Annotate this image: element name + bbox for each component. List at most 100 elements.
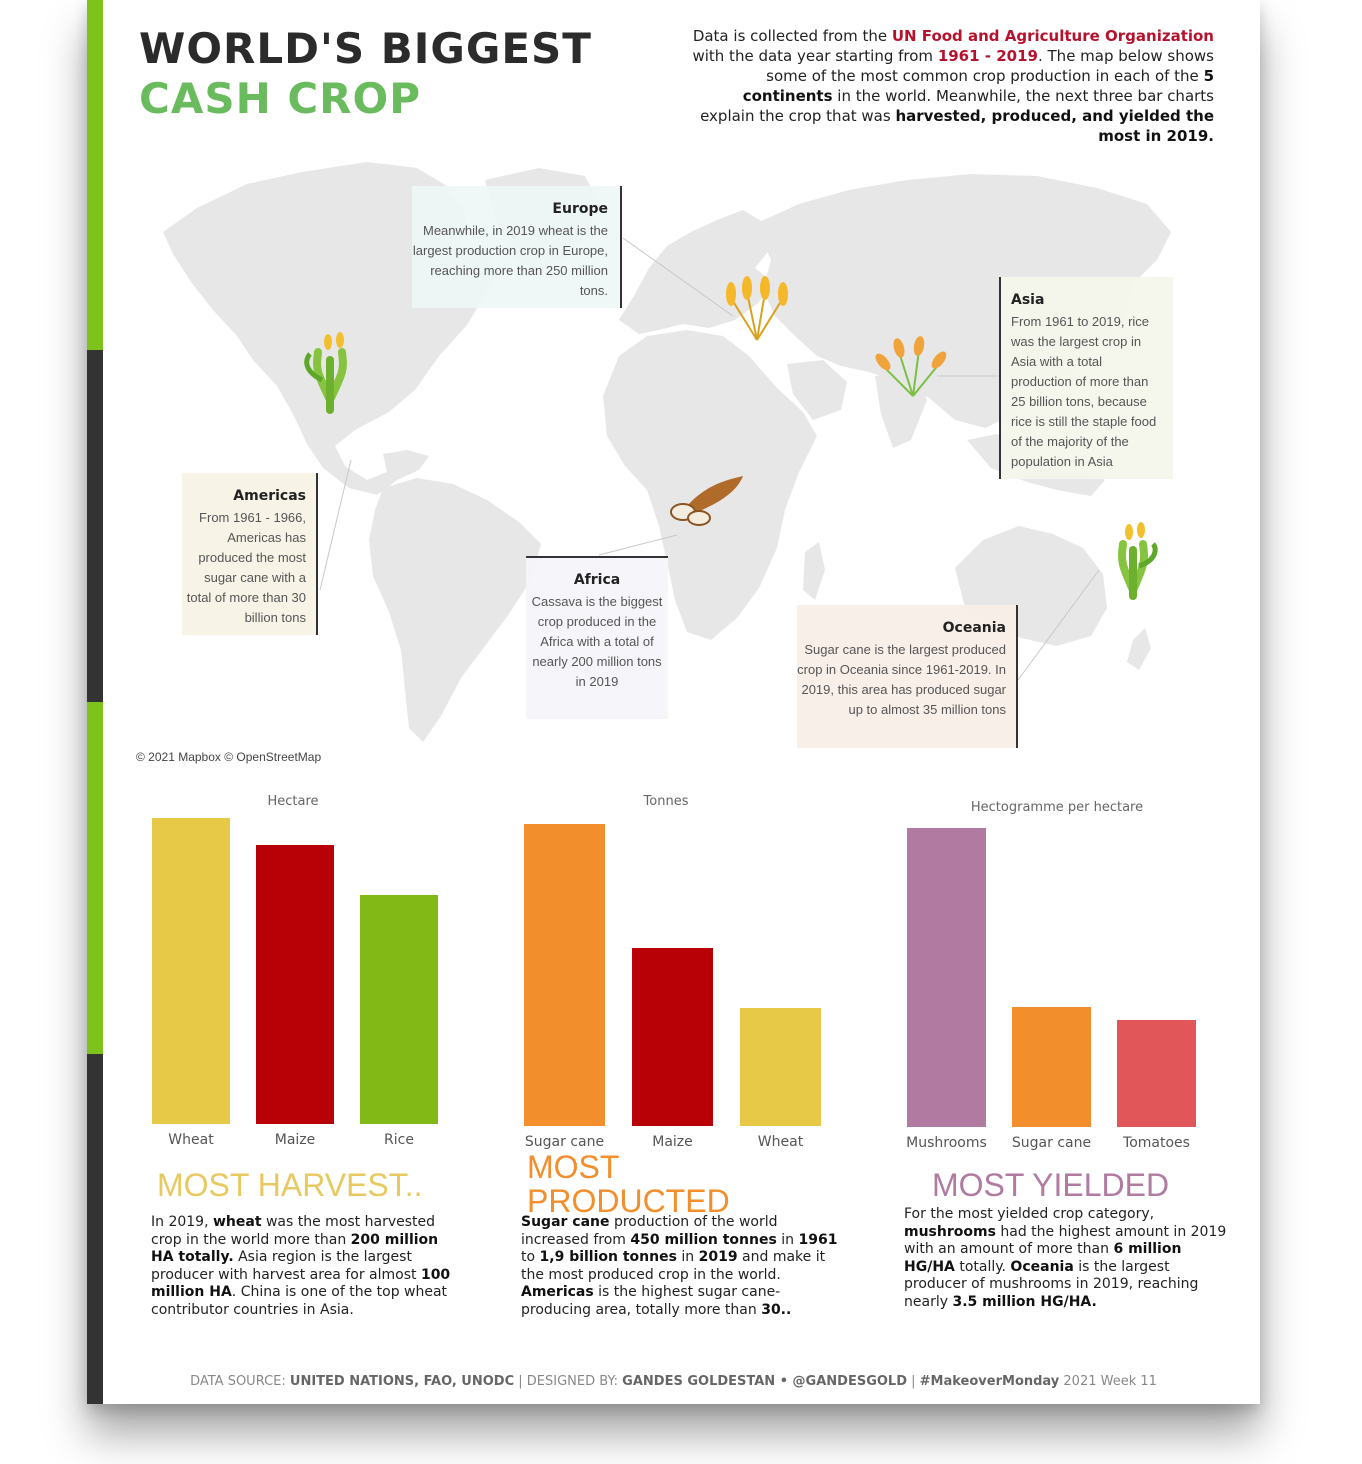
footer-designer: GANDES GOLDESTAN • @GANDESGOLD	[622, 1374, 907, 1389]
leader-line-americas	[319, 459, 352, 591]
description-text: is the highest sugar cane-producing area…	[521, 1284, 781, 1318]
description-emphasis: 1,9 billion tonnes	[539, 1249, 677, 1266]
description-text: For the most yielded crop category,	[904, 1206, 1155, 1222]
category-label: Wheat	[168, 1132, 214, 1148]
intro-text: Data is collected from the UN Food and A…	[684, 26, 1214, 146]
footer-part: 2021 Week 11	[1059, 1374, 1157, 1389]
chart-description: For the most yielded crop category, mush…	[904, 1206, 1236, 1312]
callout-text: Sugar cane is the largest produced crop …	[797, 642, 1006, 717]
callout-africa: Africa Cassava is the biggest crop produ…	[526, 556, 668, 719]
description-emphasis: 30..	[761, 1301, 792, 1318]
callout-oceania: Oceania Sugar cane is the largest produc…	[797, 605, 1018, 748]
description-text: in	[776, 1231, 799, 1248]
footer-part: |	[907, 1374, 920, 1389]
africa-landmass	[603, 330, 817, 640]
footer: DATA SOURCE: UNITED NATIONS, FAO, UNODC …	[87, 1374, 1260, 1389]
callout-title: Americas	[233, 488, 306, 504]
arabia-india-landmass	[787, 360, 927, 448]
description-emphasis: 100 million HA	[151, 1266, 451, 1301]
description-text: was the most harvested crop in the world…	[151, 1214, 436, 1248]
callout-europe: Europe Meanwhile, in 2019 wheat is the l…	[412, 186, 622, 308]
bar-sugar-cane	[524, 824, 605, 1126]
bar-sugar-cane	[1012, 1006, 1091, 1127]
description-emphasis: 3.5 million HG/HA.	[952, 1293, 1097, 1310]
corn-icon	[304, 332, 347, 414]
description-text: to	[521, 1249, 540, 1266]
callout-asia: Asia From 1961 to 2019, rice was the lar…	[999, 277, 1173, 479]
sugar-cane-icon	[1118, 522, 1158, 600]
intro-source: UN Food and Agriculture Organization	[891, 27, 1214, 45]
callout-title: Asia	[1011, 292, 1045, 308]
madagascar-landmass	[803, 542, 825, 600]
intro-part: in the world. Meanwhile, the next three …	[700, 87, 1214, 125]
callout-text: Meanwhile, in 2019 wheat is the largest …	[412, 223, 608, 298]
intro-years: 1961 - 2019	[937, 47, 1038, 65]
bar-wheat	[740, 1007, 821, 1126]
dark-stripe-top	[87, 350, 103, 702]
chart-description: Sugar cane production of the world incre…	[521, 1214, 841, 1320]
description-emphasis: 6 million HG/HA	[904, 1241, 1182, 1275]
description-text: . China is one of the top wheat contribu…	[151, 1284, 448, 1318]
green-stripe-top	[87, 0, 103, 350]
callout-text: From 1961 to 2019, rice was the largest …	[1011, 314, 1157, 469]
bar-tomatoes	[1117, 1020, 1196, 1127]
footer-hashtag: #MakeoverMonday	[919, 1374, 1060, 1389]
bar-rice	[360, 894, 438, 1124]
description-emphasis: wheat	[212, 1214, 262, 1230]
chart-section-title: MOST HARVEST..	[157, 1167, 423, 1203]
description-emphasis: Oceania	[1010, 1258, 1074, 1275]
chart-unit-label: Tonnes	[643, 794, 689, 809]
chart-description: In 2019, wheat was the most harvested cr…	[151, 1214, 451, 1320]
europe-landmass	[619, 210, 775, 334]
callout-text: Cassava is the biggest crop produced in …	[531, 594, 663, 689]
description-emphasis: 1961	[798, 1231, 838, 1248]
page-title: WORLD'S BIGGEST	[139, 24, 592, 73]
chart-section-title: MOST YIELDED	[932, 1167, 1170, 1203]
description-emphasis: mushrooms	[904, 1223, 996, 1240]
south-america-landmass	[369, 478, 541, 742]
intro-part: Data is collected from the	[692, 27, 892, 45]
bar-wheat	[152, 818, 230, 1124]
callout-leader-lines	[319, 237, 1100, 681]
bar-maize	[632, 947, 713, 1126]
bar-mushrooms	[907, 828, 986, 1127]
category-label: Mushrooms	[906, 1135, 987, 1151]
description-text: totally.	[954, 1258, 1011, 1275]
description-text: is the largest producer of mushrooms in …	[904, 1258, 1199, 1310]
footer-part: | DESIGNED BY:	[514, 1374, 623, 1389]
description-emphasis: Sugar cane	[521, 1214, 610, 1230]
category-label: Tomatoes	[1123, 1135, 1190, 1151]
callout-text: From 1961 - 1966, Americas has produced …	[186, 510, 306, 625]
category-label: Sugar cane	[1011, 1135, 1092, 1151]
chart-unit-label: Hectare	[267, 794, 319, 809]
category-label: Sugar cane	[524, 1134, 605, 1150]
wheat-icon	[726, 276, 788, 341]
cassava-icon	[670, 476, 743, 526]
category-label: Wheat	[757, 1134, 804, 1150]
green-stripe-bottom	[87, 702, 103, 1054]
callout-americas: Americas From 1961 - 1966, Americas has …	[182, 473, 318, 635]
chart-unit-label: Hectogramme per hectare	[970, 800, 1144, 815]
dark-stripe-bottom	[87, 1054, 103, 1404]
footer-part: DATA SOURCE:	[190, 1374, 290, 1389]
map-credit: © 2021 Mapbox © OpenStreetMap	[136, 750, 322, 764]
description-emphasis: 200 million HA totally.	[151, 1231, 439, 1266]
leader-line-europe	[622, 237, 734, 317]
chart-section-title: MOST PRODUCTED	[527, 1149, 730, 1219]
description-text: in	[676, 1249, 699, 1266]
callout-title: Europe	[552, 201, 608, 217]
bar-maize	[256, 844, 334, 1124]
intro-part: . The map below shows some of the most c…	[766, 47, 1214, 85]
description-text: In 2019,	[151, 1214, 213, 1230]
new-zealand-landmass	[1127, 628, 1151, 670]
description-emphasis: 2019	[698, 1249, 738, 1266]
infographic-page: WORLD'S BIGGEST CASH CROP Data is collec…	[87, 0, 1260, 1404]
description-text: had the highest amount in 2019 with an a…	[904, 1223, 1227, 1258]
category-label: Maize	[274, 1132, 316, 1148]
description-text: Asia region is the largest producer with…	[151, 1249, 421, 1283]
intro-continents: 5 continents	[742, 67, 1214, 105]
callout-title: Africa	[573, 572, 621, 588]
category-label: Rice	[384, 1132, 414, 1148]
callout-title: Oceania	[942, 620, 1006, 636]
intro-part: with the data year starting from	[692, 47, 938, 65]
